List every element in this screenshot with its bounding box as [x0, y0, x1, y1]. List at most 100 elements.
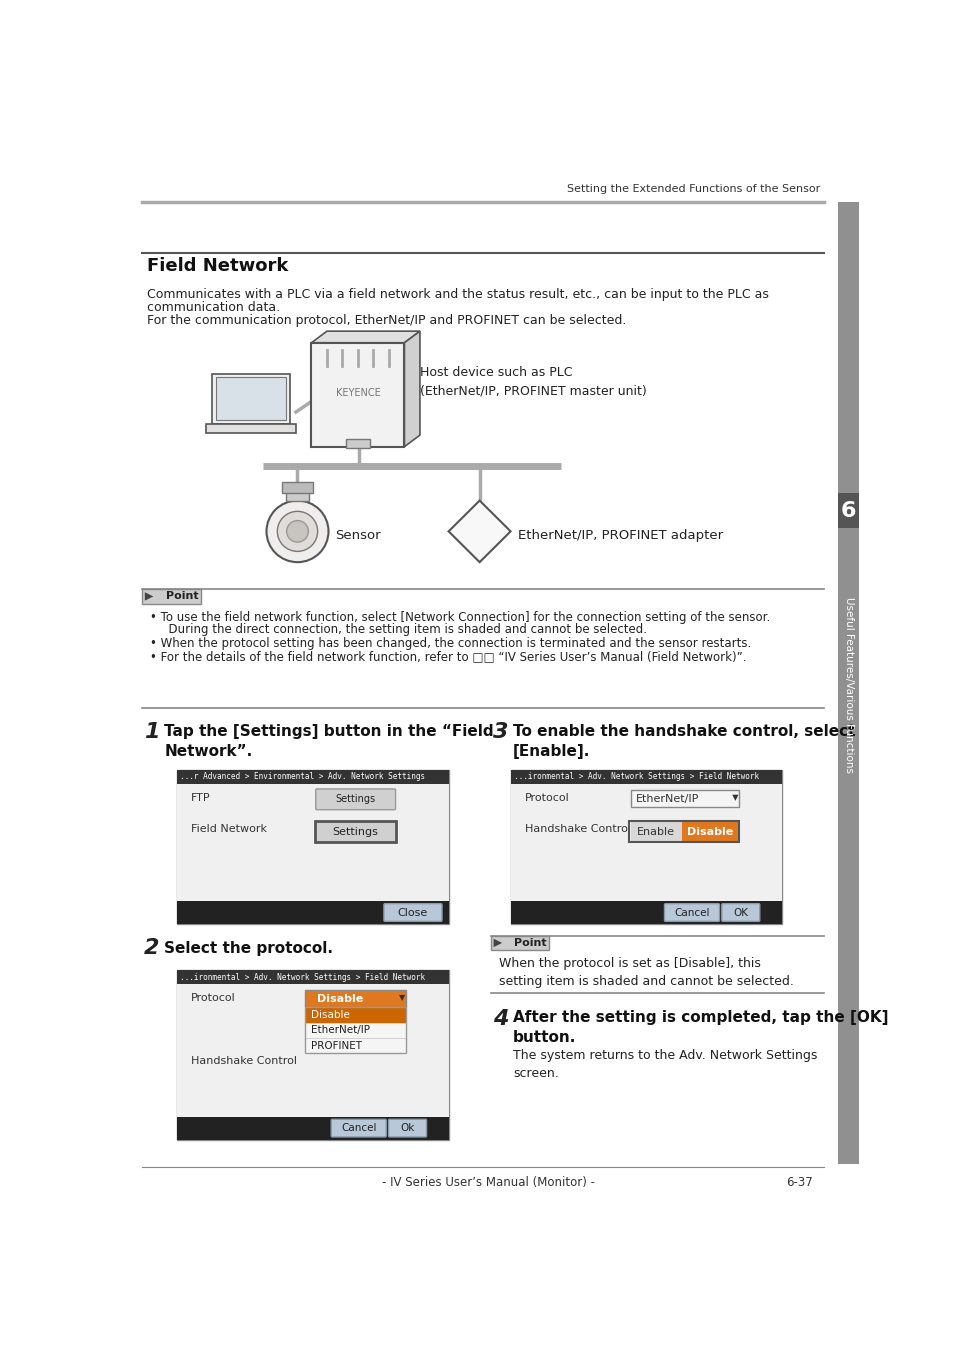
Text: For the communication protocol, EtherNet/IP and PROFINET can be selected.: For the communication protocol, EtherNet… [147, 314, 626, 328]
FancyBboxPatch shape [388, 1119, 426, 1136]
Text: Settings: Settings [335, 794, 375, 805]
Text: The system returns to the Adv. Network Settings
screen.: The system returns to the Adv. Network S… [513, 1049, 817, 1080]
Text: EtherNet/IP: EtherNet/IP [636, 794, 699, 803]
Polygon shape [404, 332, 419, 446]
Circle shape [286, 520, 308, 542]
Text: Select the protocol.: Select the protocol. [164, 941, 333, 956]
Text: 2: 2 [144, 938, 159, 958]
Text: Field Network: Field Network [147, 257, 288, 275]
Text: KEYENCE: KEYENCE [335, 388, 380, 398]
Bar [305, 1007, 406, 1053]
Bar [838, 493, 858, 528]
Text: Disable: Disable [311, 1010, 349, 1020]
Text: Point: Point [166, 592, 198, 601]
Circle shape [277, 511, 317, 551]
Text: 1: 1 [144, 723, 159, 743]
Polygon shape [311, 332, 419, 342]
Text: 4: 4 [493, 1008, 508, 1029]
Text: Tap the [Settings] button in the “Field
Network”.: Tap the [Settings] button in the “Field … [164, 724, 494, 759]
Bar [346, 439, 369, 448]
Text: Sensor: Sensor [335, 528, 380, 542]
Text: • When the protocol setting has been changed, the connection is terminated and t: • When the protocol setting has been cha… [150, 636, 751, 650]
Bar [630, 822, 681, 841]
Bar [119, 162, 858, 202]
Polygon shape [145, 592, 153, 601]
Text: Host device such as PLC
(EtherNet/IP, PROFINET master unit): Host device such as PLC (EtherNet/IP, PR… [419, 365, 646, 398]
Polygon shape [398, 995, 405, 1002]
Text: Settings: Settings [333, 826, 378, 837]
Bar [177, 984, 448, 1139]
Bar [177, 770, 448, 785]
Text: • To use the field network function, select [Network Connection] for the connect: • To use the field network function, sel… [150, 611, 770, 624]
Text: Protocol: Protocol [524, 793, 569, 803]
Text: EtherNet/IP, PROFINET adapter: EtherNet/IP, PROFINET adapter [517, 528, 722, 542]
Text: 6: 6 [840, 500, 856, 520]
Text: ...ironmental > Adv. Network Settings > Field Network: ...ironmental > Adv. Network Settings > … [180, 973, 425, 981]
Text: Disable: Disable [316, 993, 363, 1004]
Bar [629, 821, 739, 842]
Bar [311, 342, 404, 446]
Bar [305, 1007, 406, 1023]
Polygon shape [448, 500, 510, 562]
Text: Handshake Control: Handshake Control [524, 824, 630, 833]
Text: Protocol: Protocol [192, 993, 235, 1003]
Text: Point: Point [514, 938, 547, 948]
Text: During the direct connection, the setting item is shaded and cannot be selected.: During the direct connection, the settin… [161, 623, 646, 636]
Text: 3: 3 [493, 723, 508, 743]
Bar [681, 822, 737, 841]
Text: Cancel: Cancel [340, 1123, 376, 1134]
Text: ...r Advanced > Environmental > Adv. Network Settings: ...r Advanced > Environmental > Adv. Net… [180, 772, 425, 782]
Bar [177, 900, 448, 925]
Bar [282, 483, 313, 493]
Text: 6-37: 6-37 [785, 1175, 812, 1189]
Bar [177, 971, 448, 1139]
Text: PROFINET: PROFINET [311, 1041, 361, 1050]
Text: To enable the handshake control, select
[Enable].: To enable the handshake control, select … [513, 724, 855, 759]
FancyBboxPatch shape [383, 903, 441, 922]
Bar [206, 423, 295, 433]
Text: After the setting is completed, tap the [OK]
button.: After the setting is completed, tap the … [513, 1010, 887, 1045]
Text: Useful Features/Various Functions: Useful Features/Various Functions [842, 597, 853, 774]
Bar [177, 770, 448, 925]
Text: communication data.: communication data. [147, 301, 280, 314]
Text: FTP: FTP [192, 793, 211, 803]
Bar [510, 770, 781, 925]
Bar [142, 589, 200, 604]
FancyBboxPatch shape [721, 903, 759, 922]
Bar [315, 821, 395, 842]
FancyBboxPatch shape [315, 789, 395, 810]
Bar [838, 202, 858, 1165]
Polygon shape [493, 938, 501, 948]
Bar [305, 1038, 406, 1053]
Text: Enable: Enable [637, 826, 675, 837]
Bar [510, 785, 781, 925]
Bar [305, 1023, 406, 1038]
Text: OK: OK [733, 907, 747, 918]
Bar [630, 790, 739, 807]
Text: Close: Close [397, 907, 428, 918]
Text: Ok: Ok [400, 1123, 415, 1134]
Text: ...ironmental > Adv. Network Settings > Field Network: ...ironmental > Adv. Network Settings > … [513, 772, 758, 782]
Bar [305, 991, 406, 1007]
Bar [286, 491, 309, 500]
Bar [510, 770, 781, 785]
Polygon shape [732, 795, 738, 801]
Text: Setting the Extended Functions of the Sensor: Setting the Extended Functions of the Se… [567, 185, 820, 194]
Bar [216, 377, 286, 419]
Circle shape [266, 500, 328, 562]
Text: Cancel: Cancel [674, 907, 709, 918]
FancyBboxPatch shape [664, 903, 719, 922]
Text: Communicates with a PLC via a field network and the status result, etc., can be : Communicates with a PLC via a field netw… [147, 288, 768, 301]
Bar [177, 785, 448, 925]
FancyBboxPatch shape [331, 1119, 386, 1136]
Text: Disable: Disable [686, 826, 732, 837]
Text: • For the details of the field network function, refer to □□ “IV Series User’s M: • For the details of the field network f… [150, 651, 746, 663]
Bar [177, 971, 448, 984]
Text: EtherNet/IP: EtherNet/IP [311, 1026, 369, 1035]
Bar [510, 900, 781, 925]
Bar [212, 373, 290, 423]
Text: Field Network: Field Network [192, 824, 267, 833]
Bar [491, 936, 549, 950]
Text: - IV Series User’s Manual (Monitor) -: - IV Series User’s Manual (Monitor) - [382, 1175, 595, 1189]
Text: When the protocol is set as [Disable], this
setting item is shaded and cannot be: When the protocol is set as [Disable], t… [498, 957, 793, 988]
